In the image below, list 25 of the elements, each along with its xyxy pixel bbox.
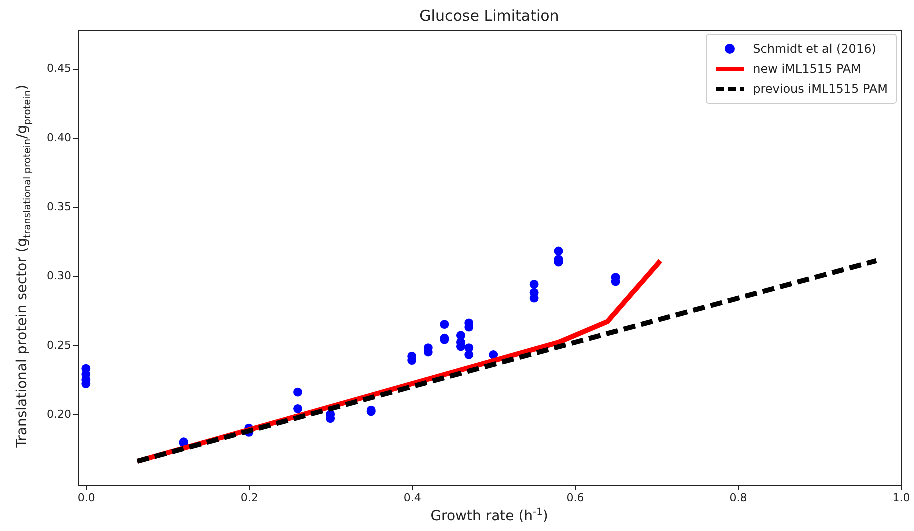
point [554,246,564,256]
x-tick-label: 0.0 [78,492,96,504]
y-tick-label: 0.20 [47,408,72,421]
x-tick-label: 0.6 [566,492,584,504]
point [294,404,302,414]
x-tick-label: 0.8 [730,492,748,504]
x-tick-label: 0.4 [404,492,422,504]
y-tick-label: 0.40 [47,131,72,144]
y-tick-label: 0.25 [47,338,72,352]
legend-label: previous iML1515 PAM [753,82,888,96]
legend-label: new iML1515 PAM [753,62,862,76]
point [464,344,474,353]
y-tick-label: 0.30 [47,270,72,283]
point [456,331,466,340]
x-tick-label: 0.2 [240,492,258,504]
point [294,388,302,397]
x-tick-label: 1.0 [892,492,910,504]
legend-label: Schmidt et al (2016) [753,42,876,56]
chart-title: Glucose Limitation [420,7,560,25]
point [530,280,539,289]
x-axis-title: Growth rate (h$^{-1}$) [430,507,550,525]
point [440,320,450,330]
y-tick-label: 0.45 [47,62,72,76]
point [489,350,498,360]
y-tick-label: 0.35 [47,200,72,214]
